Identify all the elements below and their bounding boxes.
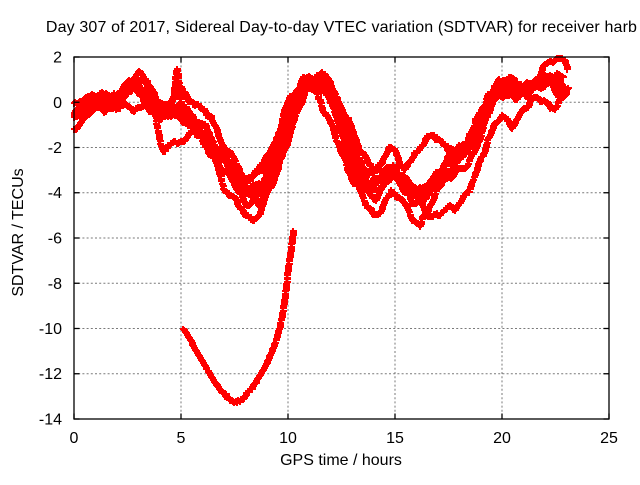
svg-text:-4: -4	[48, 185, 62, 202]
svg-text:SDTVAR / TECUs: SDTVAR / TECUs	[10, 168, 27, 296]
svg-text:-8: -8	[48, 276, 62, 293]
svg-text:10: 10	[279, 430, 297, 447]
svg-text:-2: -2	[48, 140, 62, 157]
svg-text:15: 15	[386, 430, 404, 447]
svg-text:-6: -6	[48, 231, 62, 248]
svg-text:0: 0	[53, 95, 62, 112]
svg-text:-10: -10	[39, 321, 62, 338]
svg-text:GPS time / hours: GPS time / hours	[280, 452, 402, 469]
svg-text:0: 0	[70, 430, 79, 447]
svg-text:Day 307 of 2017, Sidereal Day-: Day 307 of 2017, Sidereal Day-to-day VTE…	[46, 19, 637, 36]
svg-text:-12: -12	[39, 366, 62, 383]
svg-text:25: 25	[600, 430, 618, 447]
svg-text:5: 5	[177, 430, 186, 447]
svg-text:20: 20	[493, 430, 511, 447]
svg-text:-14: -14	[39, 412, 62, 429]
svg-text:2: 2	[53, 50, 62, 67]
